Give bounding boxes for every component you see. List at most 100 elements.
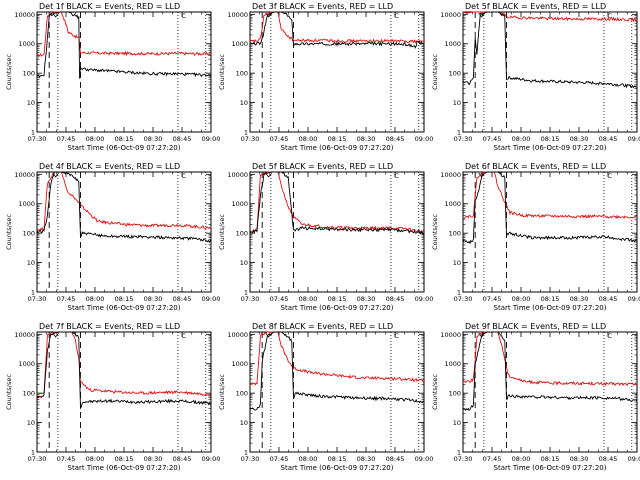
x-tick-label: 08:00 bbox=[299, 295, 318, 303]
y-tick-label: 10000 bbox=[227, 331, 248, 339]
lld-series-line bbox=[249, 171, 425, 235]
x-tick-label: 08:00 bbox=[86, 455, 105, 463]
x-tick-label: 08:15 bbox=[541, 455, 560, 463]
y-tick-label: 1000 bbox=[444, 360, 461, 368]
x-axis-label: Start Time (06-Oct-09 07:27:20) bbox=[281, 304, 394, 312]
y-tick-label: 10000 bbox=[440, 331, 461, 339]
bracket-mark bbox=[478, 12, 485, 18]
x-tick-label: 07:30 bbox=[28, 135, 47, 143]
panel-title: Det 4f BLACK = Events, RED = LLD bbox=[39, 162, 180, 171]
x-tick-label: 08:00 bbox=[512, 455, 531, 463]
x-tick-label: 09:00 bbox=[202, 295, 221, 303]
x-tick-label: 08:30 bbox=[144, 455, 163, 463]
y-tick-label: 1000 bbox=[444, 40, 461, 48]
x-axis-label: Start Time (06-Oct-09 07:27:20) bbox=[281, 144, 394, 152]
x-tick-label: 07:45 bbox=[57, 295, 76, 303]
x-tick-label: 08:45 bbox=[386, 455, 405, 463]
y-tick-label: 1 bbox=[244, 129, 248, 137]
panel-title: Det 8f BLACK = Events, RED = LLD bbox=[252, 322, 393, 331]
x-tick-label: 07:30 bbox=[454, 295, 473, 303]
y-tick-label: 100 bbox=[23, 230, 35, 238]
x-tick-label: 09:00 bbox=[415, 455, 434, 463]
panel-5: Det 5f BLACK = Events, RED = LLD 1 10 100 10… bbox=[218, 162, 433, 312]
y-tick-label: 1000 bbox=[18, 40, 35, 48]
x-axis-label: Start Time (06-Oct-09 07:27:20) bbox=[281, 464, 394, 472]
panel-7: Det 7f BLACK = Events, RED = LLD 1 10 100 10… bbox=[5, 322, 220, 472]
events-series-line bbox=[462, 331, 638, 412]
events-series-line bbox=[249, 331, 425, 411]
y-tick-label: 10000 bbox=[227, 11, 248, 19]
y-tick-label: 100 bbox=[23, 390, 35, 398]
panel-title: Det 5f BLACK = Events, RED = LLD bbox=[465, 2, 606, 11]
panel-6: Det 6f BLACK = Events, RED = LLD 1 10 100 10… bbox=[431, 162, 640, 312]
x-tick-label: 08:45 bbox=[599, 455, 618, 463]
y-tick-label: 100 bbox=[449, 70, 461, 78]
y-tick-label: 100 bbox=[236, 230, 248, 238]
y-tick-label: 1 bbox=[31, 289, 35, 297]
x-tick-label: 07:45 bbox=[483, 455, 502, 463]
y-tick-label: 1000 bbox=[231, 360, 248, 368]
y-axis-label: Counts/sec bbox=[5, 374, 13, 410]
events-series-line bbox=[462, 11, 638, 89]
y-tick-label: 1000 bbox=[444, 200, 461, 208]
x-tick-label: 09:00 bbox=[628, 135, 640, 143]
panel-3: Det 5f BLACK = Events, RED = LLD 1 10 100 10… bbox=[431, 2, 640, 152]
lld-series-line bbox=[36, 171, 212, 232]
x-tick-label: 07:45 bbox=[57, 135, 76, 143]
y-axis-label: Counts/sec bbox=[218, 374, 226, 410]
y-tick-label: 1000 bbox=[231, 200, 248, 208]
x-tick-label: 08:45 bbox=[173, 295, 192, 303]
panel-9: Det 9f BLACK = Events, RED = LLD 1 10 100 10… bbox=[431, 322, 640, 472]
x-tick-label: 08:15 bbox=[541, 135, 560, 143]
y-tick-label: 1 bbox=[244, 449, 248, 457]
x-tick-label: 08:15 bbox=[328, 135, 347, 143]
plot-frame bbox=[36, 171, 212, 293]
y-tick-label: 10000 bbox=[14, 11, 35, 19]
bracket-label: C bbox=[394, 12, 399, 20]
x-tick-label: 08:00 bbox=[299, 135, 318, 143]
y-axis-label: Counts/sec bbox=[431, 54, 439, 90]
x-tick-label: 09:00 bbox=[415, 135, 434, 143]
x-tick-label: 08:15 bbox=[541, 295, 560, 303]
x-tick-label: 07:30 bbox=[454, 135, 473, 143]
x-tick-label: 08:00 bbox=[86, 135, 105, 143]
x-tick-label: 08:30 bbox=[570, 455, 589, 463]
x-tick-label: 08:15 bbox=[328, 295, 347, 303]
panel-2: Det 3f BLACK = Events, RED = LLD 1 10 100 10… bbox=[218, 2, 433, 152]
y-tick-label: 10000 bbox=[227, 171, 248, 179]
x-tick-label: 08:30 bbox=[144, 295, 163, 303]
y-tick-label: 1 bbox=[457, 289, 461, 297]
x-tick-label: 08:00 bbox=[512, 295, 531, 303]
x-tick-label: 08:30 bbox=[570, 295, 589, 303]
bracket-label: C bbox=[607, 172, 612, 180]
y-tick-label: 10000 bbox=[14, 331, 35, 339]
y-tick-label: 10000 bbox=[14, 171, 35, 179]
y-tick-label: 1000 bbox=[18, 200, 35, 208]
x-tick-label: 09:00 bbox=[202, 135, 221, 143]
x-tick-label: 09:00 bbox=[628, 455, 640, 463]
x-tick-label: 09:00 bbox=[628, 295, 640, 303]
y-tick-label: 100 bbox=[449, 390, 461, 398]
x-tick-label: 08:30 bbox=[357, 455, 376, 463]
plot-frame bbox=[462, 11, 638, 133]
y-tick-label: 1 bbox=[31, 129, 35, 137]
y-tick-label: 10 bbox=[27, 259, 35, 267]
x-tick-label: 08:45 bbox=[173, 135, 192, 143]
panel-title: Det 5f BLACK = Events, RED = LLD bbox=[252, 162, 393, 171]
x-tick-label: 07:30 bbox=[28, 295, 47, 303]
x-tick-label: 08:45 bbox=[386, 295, 405, 303]
panel-title: Det 7f BLACK = Events, RED = LLD bbox=[39, 322, 180, 331]
y-tick-label: 10000 bbox=[440, 171, 461, 179]
y-tick-label: 1 bbox=[244, 289, 248, 297]
bracket-label: C bbox=[607, 332, 612, 340]
x-tick-label: 08:45 bbox=[599, 135, 618, 143]
x-tick-label: 07:45 bbox=[270, 135, 289, 143]
x-tick-label: 08:30 bbox=[144, 135, 163, 143]
y-axis-label: Counts/sec bbox=[218, 214, 226, 250]
x-tick-label: 07:45 bbox=[57, 455, 76, 463]
y-tick-label: 10 bbox=[453, 99, 461, 107]
x-tick-label: 08:30 bbox=[357, 135, 376, 143]
y-tick-label: 1000 bbox=[231, 40, 248, 48]
events-series-line bbox=[249, 171, 425, 235]
y-tick-label: 100 bbox=[236, 70, 248, 78]
